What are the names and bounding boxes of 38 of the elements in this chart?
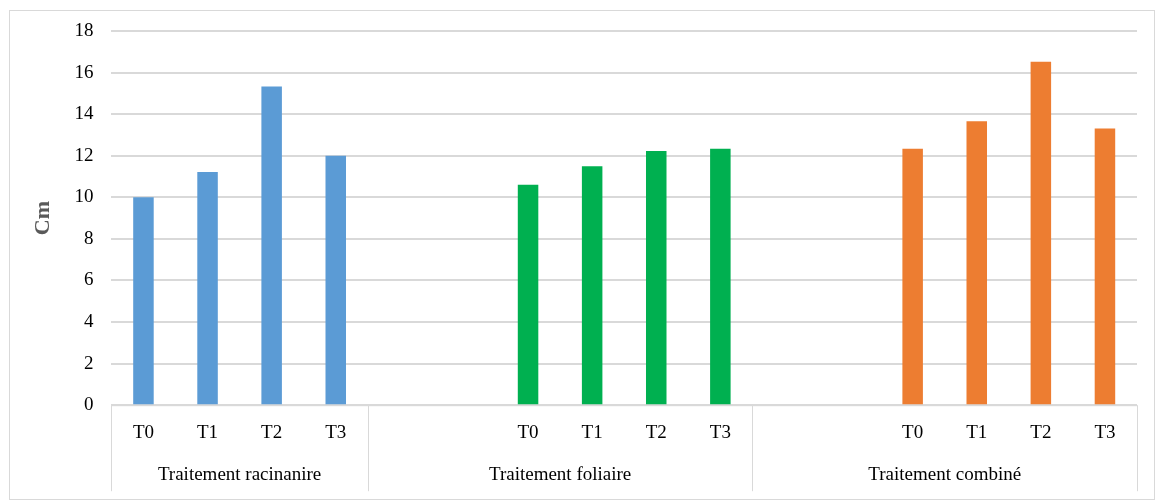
y-tick-label: 16 bbox=[74, 60, 94, 82]
x-tick-label: T1 bbox=[581, 420, 603, 442]
x-tick-label: T3 bbox=[709, 420, 731, 442]
bar bbox=[517, 184, 539, 405]
y-tick-label: 6 bbox=[83, 268, 94, 290]
text: Traitement foliaire bbox=[488, 463, 632, 485]
y-tick-label: 0 bbox=[83, 393, 94, 415]
x-tick-label: T2 bbox=[1030, 420, 1052, 442]
y-tick-label: 18 bbox=[74, 18, 94, 40]
bar bbox=[902, 148, 923, 405]
x-tick-label: T2 bbox=[261, 420, 283, 442]
y-tick-label: 8 bbox=[83, 226, 94, 248]
text: Traitement combiné bbox=[868, 463, 1022, 485]
text: Traitement racinanire bbox=[157, 463, 322, 485]
bar bbox=[1030, 61, 1052, 405]
bar bbox=[645, 150, 667, 405]
x-tick-label: T3 bbox=[325, 420, 347, 442]
bar bbox=[710, 148, 731, 405]
y-tick-label: 10 bbox=[74, 185, 94, 207]
bar bbox=[261, 86, 282, 405]
x-tick-label: T0 bbox=[132, 420, 154, 442]
bar bbox=[581, 166, 603, 405]
y-axis-title: Cm bbox=[28, 200, 54, 236]
bar bbox=[966, 121, 988, 405]
x-tick-label: T0 bbox=[902, 420, 924, 442]
x-tick-label: T3 bbox=[1094, 420, 1116, 442]
bar bbox=[133, 197, 154, 405]
x-tick-label: T1 bbox=[966, 420, 988, 442]
y-tick-label: 2 bbox=[83, 351, 94, 373]
x-tick-label: T0 bbox=[517, 420, 539, 442]
x-tick-label: T1 bbox=[197, 420, 219, 442]
y-tick-label: 4 bbox=[83, 310, 94, 332]
bar bbox=[197, 171, 218, 405]
bar bbox=[1094, 128, 1116, 405]
y-tick-label: 12 bbox=[74, 143, 94, 165]
x-tick-label: T2 bbox=[645, 420, 667, 442]
y-tick-label: 14 bbox=[74, 102, 94, 124]
bar bbox=[325, 155, 347, 405]
